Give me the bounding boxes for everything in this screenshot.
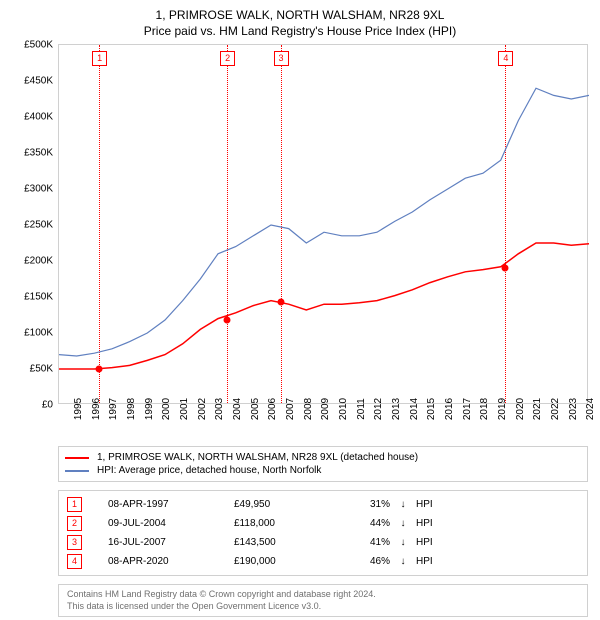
table-pct: 44% <box>340 518 390 529</box>
legend-label: 1, PRIMROSE WALK, NORTH WALSHAM, NR28 9X… <box>97 452 418 463</box>
table-price: £118,000 <box>234 518 334 529</box>
y-axis-label: £300K <box>9 184 53 195</box>
table-pct: 46% <box>340 556 390 567</box>
event-table: 1 08-APR-1997 £49,950 31% ↓ HPI 2 09-JUL-2004 £1… <box>58 490 588 576</box>
table-marker: 2 <box>67 516 82 531</box>
legend-label: HPI: Average price, detached house, Nort… <box>97 465 321 476</box>
footer-line2: This data is licensed under the Open Gov… <box>67 601 579 613</box>
table-marker: 3 <box>67 535 82 550</box>
table-date: 08-APR-2020 <box>88 556 228 567</box>
y-axis-label: £250K <box>9 220 53 231</box>
y-axis-label: £50K <box>9 364 53 375</box>
down-arrow-icon: ↓ <box>396 537 410 548</box>
legend-row: HPI: Average price, detached house, Nort… <box>65 464 581 477</box>
table-price: £143,500 <box>234 537 334 548</box>
down-arrow-icon: ↓ <box>396 518 410 529</box>
x-axis-label: 2025 <box>589 398 600 420</box>
footer-line1: Contains HM Land Registry data © Crown c… <box>67 589 579 601</box>
table-marker: 1 <box>67 497 82 512</box>
y-axis-label: £450K <box>9 76 53 87</box>
chart-area: £0£50K£100K£150K£200K£250K£300K£350K£400… <box>58 44 588 404</box>
y-axis-label: £200K <box>9 256 53 267</box>
series-hpi <box>59 88 589 356</box>
table-row: 4 08-APR-2020 £190,000 46% ↓ HPI <box>59 552 587 571</box>
y-axis-label: £100K <box>9 328 53 339</box>
table-date: 09-JUL-2004 <box>88 518 228 529</box>
table-row: 2 09-JUL-2004 £118,000 44% ↓ HPI <box>59 514 587 533</box>
table-row: 3 16-JUL-2007 £143,500 41% ↓ HPI <box>59 533 587 552</box>
footer-attribution: Contains HM Land Registry data © Crown c… <box>58 584 588 617</box>
series-property <box>59 243 589 369</box>
table-date: 08-APR-1997 <box>88 499 228 510</box>
chart-title-line1: 1, PRIMROSE WALK, NORTH WALSHAM, NR28 9X… <box>10 8 590 22</box>
table-date: 16-JUL-2007 <box>88 537 228 548</box>
down-arrow-icon: ↓ <box>396 556 410 567</box>
table-price: £49,950 <box>234 499 334 510</box>
plot-svg <box>59 45 589 405</box>
table-pct: 31% <box>340 499 390 510</box>
legend-row: 1, PRIMROSE WALK, NORTH WALSHAM, NR28 9X… <box>65 451 581 464</box>
table-suffix: HPI <box>416 537 579 548</box>
y-axis-label: £0 <box>9 400 53 411</box>
chart-title-line2: Price paid vs. HM Land Registry's House … <box>10 24 590 38</box>
legend-swatch <box>65 457 89 459</box>
table-suffix: HPI <box>416 499 579 510</box>
table-pct: 41% <box>340 537 390 548</box>
down-arrow-icon: ↓ <box>396 499 410 510</box>
table-row: 1 08-APR-1997 £49,950 31% ↓ HPI <box>59 495 587 514</box>
y-axis-label: £350K <box>9 148 53 159</box>
legend-swatch <box>65 470 89 472</box>
table-price: £190,000 <box>234 556 334 567</box>
page: 1, PRIMROSE WALK, NORTH WALSHAM, NR28 9X… <box>0 0 600 620</box>
y-axis-label: £150K <box>9 292 53 303</box>
table-marker: 4 <box>67 554 82 569</box>
y-axis-label: £400K <box>9 112 53 123</box>
table-suffix: HPI <box>416 556 579 567</box>
y-axis-label: £500K <box>9 40 53 51</box>
legend: 1, PRIMROSE WALK, NORTH WALSHAM, NR28 9X… <box>58 446 588 482</box>
table-suffix: HPI <box>416 518 579 529</box>
